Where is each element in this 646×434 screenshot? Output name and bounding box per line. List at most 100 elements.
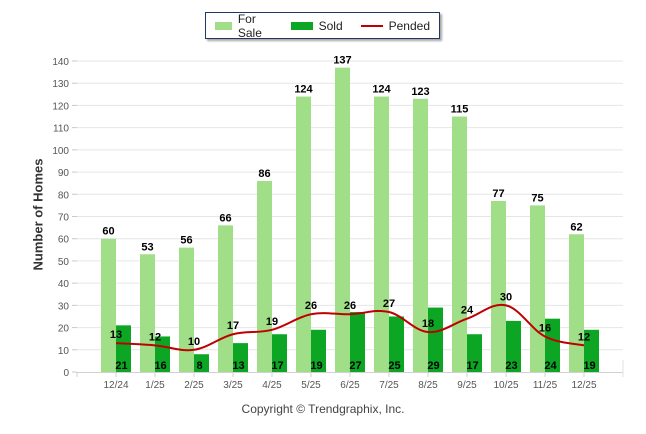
x-tick-label: 12/24 bbox=[103, 380, 128, 391]
bar-sold bbox=[506, 320, 521, 372]
x-tick-label: 2/25 bbox=[184, 380, 204, 391]
legend-item-sold[interactable]: Sold bbox=[290, 18, 343, 33]
data-label-sold: 24 bbox=[544, 360, 557, 372]
y-tick-label: 70 bbox=[58, 213, 70, 224]
bar-sold bbox=[116, 325, 131, 372]
data-label-sold: 27 bbox=[349, 360, 361, 372]
bar-for-sale bbox=[335, 67, 350, 373]
bar-for-sale bbox=[530, 205, 545, 372]
x-tick-label: 10/25 bbox=[493, 380, 518, 391]
data-label-pended: 27 bbox=[383, 298, 395, 310]
x-tick-label: 12/25 bbox=[571, 380, 596, 391]
x-tick-label: 6/25 bbox=[340, 380, 360, 391]
data-label-sold: 25 bbox=[388, 360, 400, 372]
x-tick-label: 7/25 bbox=[379, 380, 399, 391]
bar-for-sale bbox=[452, 116, 467, 373]
x-tick-label: 3/25 bbox=[223, 380, 243, 391]
y-tick-label: 30 bbox=[58, 301, 70, 312]
data-label-pended: 10 bbox=[188, 336, 200, 348]
y-tick-label: 10 bbox=[58, 346, 70, 357]
bar-for-sale bbox=[413, 98, 428, 372]
bar-sold bbox=[584, 329, 599, 372]
copyright-text: Copyright © Trendgraphix, Inc. bbox=[241, 402, 405, 416]
y-tick-label: 0 bbox=[63, 368, 69, 379]
data-label-pended: 12 bbox=[149, 331, 161, 343]
bar-sold bbox=[350, 312, 365, 372]
data-label-for-sale: 86 bbox=[258, 168, 270, 180]
data-label-for-sale: 62 bbox=[570, 221, 582, 233]
bar-sold bbox=[428, 307, 443, 372]
data-label-for-sale: 123 bbox=[411, 86, 429, 98]
data-label-pended: 24 bbox=[461, 305, 474, 317]
x-tick-label: 8/25 bbox=[418, 380, 438, 391]
data-label-for-sale: 124 bbox=[294, 84, 313, 96]
legend-label-for-sale: For Sale bbox=[237, 11, 262, 40]
x-tick-label: 5/25 bbox=[301, 380, 321, 391]
data-label-pended: 12 bbox=[578, 331, 590, 343]
y-tick-label: 20 bbox=[58, 324, 70, 335]
data-label-pended: 18 bbox=[422, 318, 434, 330]
data-label-sold: 29 bbox=[427, 360, 439, 372]
y-tick-label: 120 bbox=[52, 101, 69, 112]
data-label-for-sale: 75 bbox=[531, 192, 543, 204]
y-tick-label: 60 bbox=[58, 235, 70, 246]
data-label-for-sale: 77 bbox=[492, 188, 504, 200]
sold-swatch bbox=[290, 21, 313, 30]
data-label-for-sale: 56 bbox=[180, 235, 192, 247]
x-tick-label: 11/25 bbox=[533, 380, 558, 391]
bar-sold bbox=[389, 316, 404, 372]
data-label-pended: 26 bbox=[344, 300, 356, 312]
y-tick-label: 40 bbox=[58, 279, 70, 290]
y-tick-label: 80 bbox=[58, 190, 70, 201]
data-label-sold: 8 bbox=[196, 360, 202, 372]
bar-sold bbox=[545, 318, 560, 372]
bar-for-sale bbox=[257, 180, 272, 372]
line-pended bbox=[115, 303, 585, 352]
bar-sold bbox=[272, 334, 287, 372]
for-sale-swatch bbox=[215, 21, 232, 30]
data-label-pended: 16 bbox=[539, 322, 551, 334]
x-tick-label: 9/25 bbox=[457, 380, 477, 391]
bar-for-sale bbox=[374, 96, 389, 373]
y-tick-label: 90 bbox=[58, 168, 70, 179]
bar-sold bbox=[467, 334, 482, 372]
data-label-sold: 13 bbox=[232, 360, 244, 372]
y-tick-label: 130 bbox=[52, 79, 69, 90]
bar-for-sale bbox=[101, 238, 116, 372]
data-label-sold: 19 bbox=[310, 360, 322, 372]
data-label-for-sale: 137 bbox=[333, 55, 351, 67]
data-label-for-sale: 60 bbox=[102, 226, 114, 238]
bar-for-sale bbox=[140, 254, 155, 372]
legend-label-pended: Pended bbox=[388, 18, 430, 33]
y-tick-label: 100 bbox=[52, 146, 69, 157]
data-label-pended: 30 bbox=[500, 291, 512, 303]
data-label-sold: 21 bbox=[115, 360, 127, 372]
y-tick-label: 110 bbox=[53, 124, 69, 135]
data-label-for-sale: 53 bbox=[141, 241, 153, 253]
x-tick-label: 1/25 bbox=[145, 380, 165, 391]
data-label-sold: 17 bbox=[466, 360, 478, 372]
data-label-sold: 16 bbox=[154, 360, 166, 372]
data-label-for-sale: 115 bbox=[451, 104, 469, 116]
data-label-pended: 17 bbox=[227, 320, 239, 332]
data-label-pended: 13 bbox=[110, 329, 122, 341]
legend-label-sold: Sold bbox=[318, 18, 343, 33]
pended-swatch bbox=[360, 24, 383, 27]
legend-item-for-sale[interactable]: For Sale bbox=[215, 12, 273, 40]
data-label-sold: 19 bbox=[583, 360, 595, 372]
bar-for-sale bbox=[296, 96, 311, 373]
bar-for-sale bbox=[491, 200, 506, 372]
y-tick-label: 140 bbox=[52, 57, 69, 68]
chart-legend: For Sale Sold Pended bbox=[205, 12, 440, 40]
bar-sold bbox=[311, 329, 326, 372]
bar-for-sale bbox=[179, 247, 194, 372]
data-label-sold: 23 bbox=[505, 360, 517, 372]
bar-sold bbox=[194, 354, 209, 372]
data-label-sold: 17 bbox=[271, 360, 283, 372]
data-label-for-sale: 66 bbox=[219, 212, 231, 224]
bar-sold bbox=[233, 343, 248, 372]
legend-item-pended[interactable]: Pended bbox=[360, 18, 430, 33]
bar-for-sale bbox=[569, 234, 584, 372]
y-axis-label: Number of Homes bbox=[30, 158, 46, 271]
